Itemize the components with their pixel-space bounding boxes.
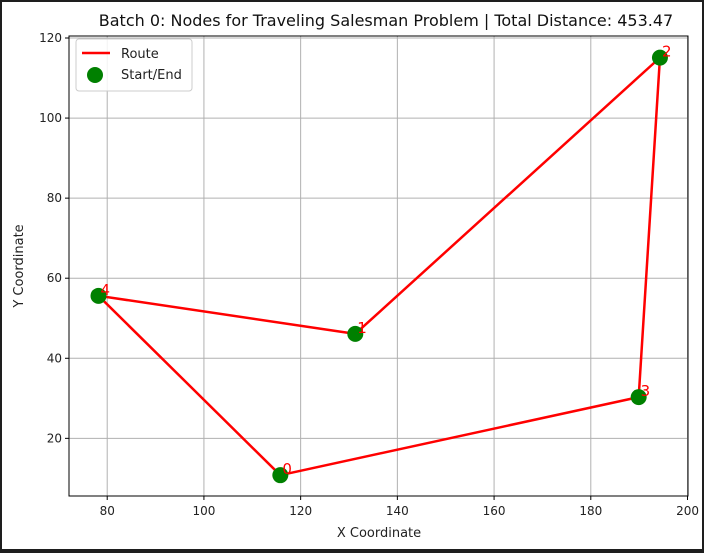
y-tick-label: 100 [39,111,62,125]
node-label: 1 [357,319,367,337]
node-marker [272,467,289,484]
node-label: 2 [662,43,672,61]
y-tick-label: 20 [47,431,62,445]
y-tick-label: 120 [39,31,62,45]
x-tick-label: 180 [579,504,602,518]
grid [69,36,689,496]
node-label: 0 [282,460,292,478]
y-tick-label: 40 [47,351,62,365]
node-label: 3 [641,382,651,400]
legend: Route Start/End [75,38,193,92]
node-label: 4 [100,281,110,299]
x-tick-label: 160 [483,504,506,518]
legend-start-end-swatch [87,67,103,83]
y-tick-label: 80 [47,191,62,205]
legend-route-label: Route [121,47,159,62]
route-layer [97,56,662,477]
node-labels: 0 1 2 3 4 [100,43,671,479]
x-tick-label: 120 [289,504,312,518]
x-tick-label: 100 [192,504,215,518]
y-tick-label: 60 [47,271,62,285]
node-marker [651,49,668,66]
x-tick-label: 80 [100,504,115,518]
plot-frame [68,35,689,497]
x-tick-label: 140 [386,504,409,518]
chart-title: Batch 0: Nodes for Traveling Salesman Pr… [99,11,673,30]
node-marker [630,389,647,406]
x-axis-label: X Coordinate [337,526,421,541]
route-line [97,56,662,477]
legend-start-end-label: Start/End [121,68,182,83]
x-tick-label: 200 [676,504,699,518]
node-markers [90,49,668,484]
node-marker [90,287,107,304]
y-axis-label: Y Coordinate [12,224,27,308]
node-marker [347,325,364,342]
